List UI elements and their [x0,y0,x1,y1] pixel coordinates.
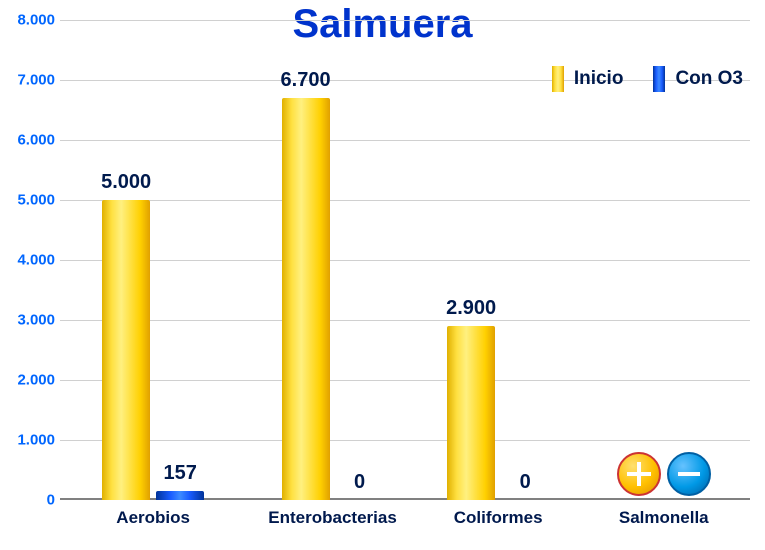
y-tick-label: 5.000 [5,192,55,209]
bar-value-label: 157 [163,462,196,485]
x-category-label: Enterobacterias [268,508,397,528]
y-tick-label: 1.000 [5,432,55,449]
bar-value-label: 6.700 [281,69,331,92]
bar-value-label: 5.000 [101,171,151,194]
y-tick-label: 6.000 [5,132,55,149]
bar-value-label: 2.900 [446,297,496,320]
y-tick-label: 4.000 [5,252,55,269]
salmonella-con-o3-minus-icon [667,452,711,496]
x-category-label: Salmonella [619,508,709,528]
gridline [60,440,750,441]
bar [282,98,330,500]
legend-swatch-inicio [552,66,564,92]
plot-area: 5.000 157 6.700 0 2.900 0 [60,20,750,500]
gridline [60,320,750,321]
bar [102,200,150,500]
y-tick-label: 3.000 [5,312,55,329]
salmonella-inicio-plus-icon [617,452,661,496]
y-tick-label: 7.000 [5,72,55,89]
gridline [60,260,750,261]
bar-value-label: 0 [520,471,531,494]
legend-label-con-o3: Con O3 [675,68,743,90]
legend: Inicio Con O3 [552,66,743,92]
gridline [60,140,750,141]
legend-swatch-con-o3 [653,66,665,92]
x-category-label: Coliformes [454,508,543,528]
y-tick-label: 0 [5,492,55,509]
y-tick-label: 2.000 [5,372,55,389]
gridline [60,380,750,381]
y-tick-label: 8.000 [5,12,55,29]
bar [447,326,495,500]
gridline [60,20,750,21]
legend-label-inicio: Inicio [574,68,624,90]
x-category-label: Aerobios [116,508,190,528]
gridline [60,200,750,201]
bar [156,491,204,500]
bar-value-label: 0 [354,471,365,494]
